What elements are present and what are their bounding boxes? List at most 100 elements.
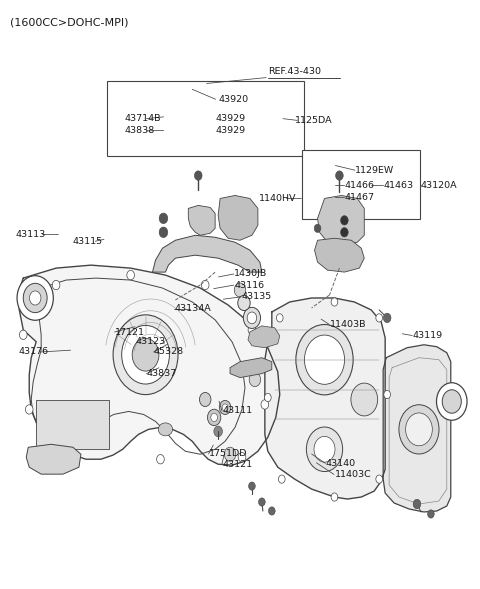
Circle shape bbox=[132, 338, 159, 371]
Bar bbox=[108, 81, 304, 155]
Ellipse shape bbox=[158, 423, 173, 436]
Circle shape bbox=[122, 325, 169, 384]
Circle shape bbox=[442, 390, 461, 413]
Circle shape bbox=[351, 383, 378, 416]
Text: 43920: 43920 bbox=[218, 95, 249, 104]
Text: 11403B: 11403B bbox=[330, 320, 366, 329]
Text: 43140: 43140 bbox=[326, 459, 356, 468]
Polygon shape bbox=[248, 326, 280, 348]
Circle shape bbox=[159, 227, 168, 237]
Text: 43116: 43116 bbox=[234, 280, 264, 290]
Circle shape bbox=[67, 449, 75, 459]
Polygon shape bbox=[153, 235, 262, 272]
Text: 1129EW: 1129EW bbox=[355, 166, 394, 175]
Polygon shape bbox=[314, 239, 364, 272]
Text: 1125DA: 1125DA bbox=[295, 116, 333, 125]
Circle shape bbox=[336, 171, 343, 180]
Circle shape bbox=[247, 312, 257, 324]
Circle shape bbox=[159, 213, 168, 224]
Circle shape bbox=[384, 391, 391, 399]
Text: 43929: 43929 bbox=[215, 114, 245, 123]
Circle shape bbox=[248, 325, 256, 335]
Polygon shape bbox=[218, 196, 258, 240]
Text: 41467: 41467 bbox=[344, 193, 374, 201]
Circle shape bbox=[29, 291, 41, 305]
Polygon shape bbox=[230, 358, 272, 378]
Circle shape bbox=[238, 452, 246, 462]
Circle shape bbox=[20, 330, 27, 339]
Circle shape bbox=[219, 401, 231, 415]
Circle shape bbox=[211, 413, 217, 422]
Circle shape bbox=[264, 393, 271, 402]
Circle shape bbox=[296, 325, 353, 395]
Circle shape bbox=[331, 298, 338, 306]
Text: REF.43-430: REF.43-430 bbox=[268, 67, 321, 77]
Polygon shape bbox=[36, 399, 109, 449]
Circle shape bbox=[413, 499, 421, 509]
Circle shape bbox=[341, 227, 348, 237]
Text: 43837: 43837 bbox=[147, 369, 177, 378]
Circle shape bbox=[23, 283, 47, 313]
Circle shape bbox=[200, 392, 211, 406]
Circle shape bbox=[17, 276, 53, 320]
Circle shape bbox=[304, 335, 345, 384]
Text: 43120A: 43120A bbox=[420, 181, 457, 190]
Circle shape bbox=[278, 475, 285, 483]
Circle shape bbox=[25, 405, 33, 414]
Circle shape bbox=[384, 313, 391, 323]
Text: 41463: 41463 bbox=[383, 181, 413, 190]
Circle shape bbox=[406, 413, 432, 446]
Circle shape bbox=[268, 507, 275, 515]
Circle shape bbox=[331, 493, 338, 501]
Circle shape bbox=[314, 224, 321, 233]
Text: 11403C: 11403C bbox=[335, 470, 371, 479]
Text: 43134A: 43134A bbox=[174, 304, 211, 313]
Text: 45328: 45328 bbox=[153, 348, 183, 356]
Text: 43838: 43838 bbox=[124, 127, 155, 135]
Circle shape bbox=[399, 405, 439, 454]
Text: 43135: 43135 bbox=[241, 292, 272, 302]
Circle shape bbox=[306, 427, 343, 472]
Circle shape bbox=[436, 383, 467, 421]
Text: 43714B: 43714B bbox=[124, 114, 161, 123]
Circle shape bbox=[243, 307, 261, 329]
Circle shape bbox=[261, 400, 269, 409]
Text: 43121: 43121 bbox=[222, 460, 252, 469]
Text: 1751DD: 1751DD bbox=[209, 449, 248, 458]
Text: 43176: 43176 bbox=[18, 348, 48, 356]
Polygon shape bbox=[26, 444, 81, 474]
Circle shape bbox=[156, 455, 164, 464]
Circle shape bbox=[249, 482, 255, 490]
Circle shape bbox=[127, 270, 134, 280]
Circle shape bbox=[376, 475, 383, 483]
Circle shape bbox=[259, 498, 265, 506]
Circle shape bbox=[314, 436, 335, 462]
Circle shape bbox=[234, 283, 246, 297]
Text: (1600CC>DOHC-MPI): (1600CC>DOHC-MPI) bbox=[10, 18, 129, 28]
Text: 43115: 43115 bbox=[72, 237, 102, 246]
Polygon shape bbox=[318, 196, 364, 245]
Polygon shape bbox=[188, 206, 215, 235]
Circle shape bbox=[249, 373, 261, 386]
Circle shape bbox=[207, 409, 221, 426]
Circle shape bbox=[222, 404, 228, 411]
Text: 43123: 43123 bbox=[135, 337, 165, 346]
Text: 43111: 43111 bbox=[222, 406, 252, 415]
Text: 17121: 17121 bbox=[115, 327, 145, 336]
Text: 1430JB: 1430JB bbox=[234, 270, 267, 279]
Bar bbox=[302, 150, 420, 220]
Circle shape bbox=[341, 216, 348, 225]
Circle shape bbox=[428, 510, 434, 518]
Circle shape bbox=[238, 295, 250, 310]
Polygon shape bbox=[19, 265, 280, 465]
Polygon shape bbox=[383, 345, 451, 512]
Circle shape bbox=[52, 280, 60, 290]
Text: 43119: 43119 bbox=[413, 331, 443, 340]
Text: 41466: 41466 bbox=[344, 181, 374, 190]
Text: 43113: 43113 bbox=[16, 230, 46, 239]
Text: 1140HV: 1140HV bbox=[259, 194, 297, 203]
Circle shape bbox=[113, 315, 178, 395]
Circle shape bbox=[214, 426, 222, 436]
Circle shape bbox=[376, 314, 383, 322]
Polygon shape bbox=[265, 298, 385, 499]
